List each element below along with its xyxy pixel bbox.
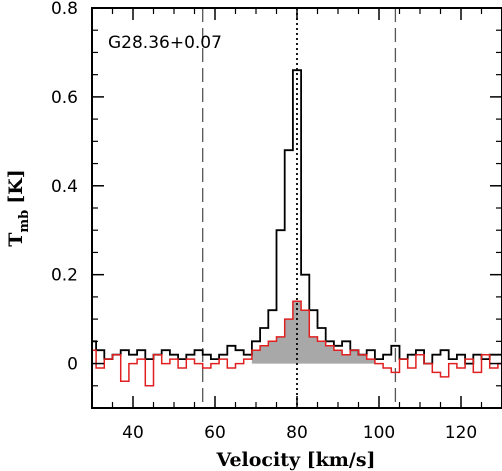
x-tick-label: 60 <box>204 423 226 443</box>
y-axis-label: Tmb [K] <box>5 169 32 247</box>
x-tick-label: 100 <box>363 423 395 443</box>
y-tick-label: 0.8 <box>51 0 78 19</box>
x-tick-label: 120 <box>445 423 477 443</box>
y-axis-label-main: T <box>5 233 27 247</box>
source-annotation: G28.36+0.07 <box>108 33 222 53</box>
svg-text:Tmb[K]: Tmb [K] <box>5 169 32 247</box>
y-tick-label: 0.2 <box>51 266 78 286</box>
y-tick-label: 0.6 <box>51 88 78 108</box>
integrated-area-fill <box>251 301 384 364</box>
plot-frame <box>91 7 502 409</box>
y-tick-label: 0.4 <box>51 177 78 197</box>
red-spectrum-line <box>92 300 502 387</box>
x-axis-label: Velocity [km/s] <box>215 449 375 471</box>
y-tick-label: 0 <box>67 355 78 375</box>
y-axis-label-sub: mb <box>17 210 32 233</box>
y-axis-label-unit: [K] <box>5 169 27 204</box>
x-tick-label: 40 <box>122 423 144 443</box>
x-tick-label: 80 <box>286 423 308 443</box>
